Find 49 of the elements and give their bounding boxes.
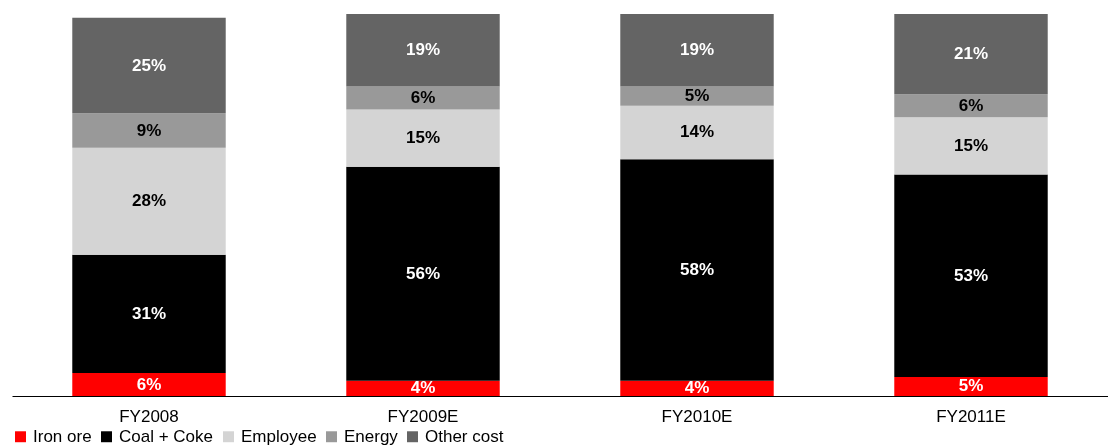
data-label: 25%: [131, 55, 167, 75]
x-tick-label: FY2009E: [387, 406, 459, 426]
bar: [346, 109, 500, 167]
legend-label: Iron ore: [33, 426, 92, 446]
legend-label: Coal + Coke: [119, 426, 214, 446]
x-tick-label: FY2008: [119, 406, 179, 426]
bar: [620, 159, 774, 381]
bar: [346, 86, 500, 110]
legend-label: Employee: [241, 426, 317, 446]
legend-label: Energy: [344, 426, 399, 446]
data-label: 14%: [679, 122, 715, 142]
bar: [72, 17, 226, 114]
data-label: 31%: [131, 303, 167, 323]
bar: [72, 147, 226, 255]
data-label: 28%: [131, 191, 167, 211]
data-label: 56%: [405, 263, 441, 283]
bar: [894, 174, 1048, 377]
data-label: 5%: [684, 86, 710, 106]
bar: [620, 86, 774, 106]
data-label: 19%: [405, 40, 441, 60]
bar: [894, 117, 1048, 175]
data-label: 6%: [136, 374, 162, 394]
data-label: 9%: [136, 120, 162, 140]
legend-label: Other cost: [425, 426, 504, 446]
bar: [72, 113, 226, 148]
data-label: 15%: [405, 128, 441, 148]
data-label: 4%: [684, 378, 710, 398]
bar: [72, 373, 226, 396]
bar: [894, 14, 1048, 95]
bar: [346, 14, 500, 87]
data-label: 6%: [958, 95, 984, 115]
bar: [620, 14, 774, 87]
bar: [346, 380, 500, 396]
bar: [72, 254, 226, 374]
data-label: 15%: [953, 135, 989, 155]
bar: [346, 166, 500, 381]
bar: [620, 380, 774, 396]
bar: [894, 94, 1048, 118]
data-label: 53%: [953, 265, 989, 285]
data-label: 21%: [953, 44, 989, 64]
data-label: 4%: [410, 378, 436, 398]
data-label: 6%: [410, 88, 436, 108]
data-label: 5%: [958, 376, 984, 396]
data-label: 19%: [679, 40, 715, 60]
bar: [620, 105, 774, 160]
data-label: 58%: [679, 259, 715, 279]
bar: [894, 376, 1048, 396]
x-tick-label: FY2010E: [661, 406, 733, 426]
x-tick-label: FY2011E: [936, 406, 1006, 426]
